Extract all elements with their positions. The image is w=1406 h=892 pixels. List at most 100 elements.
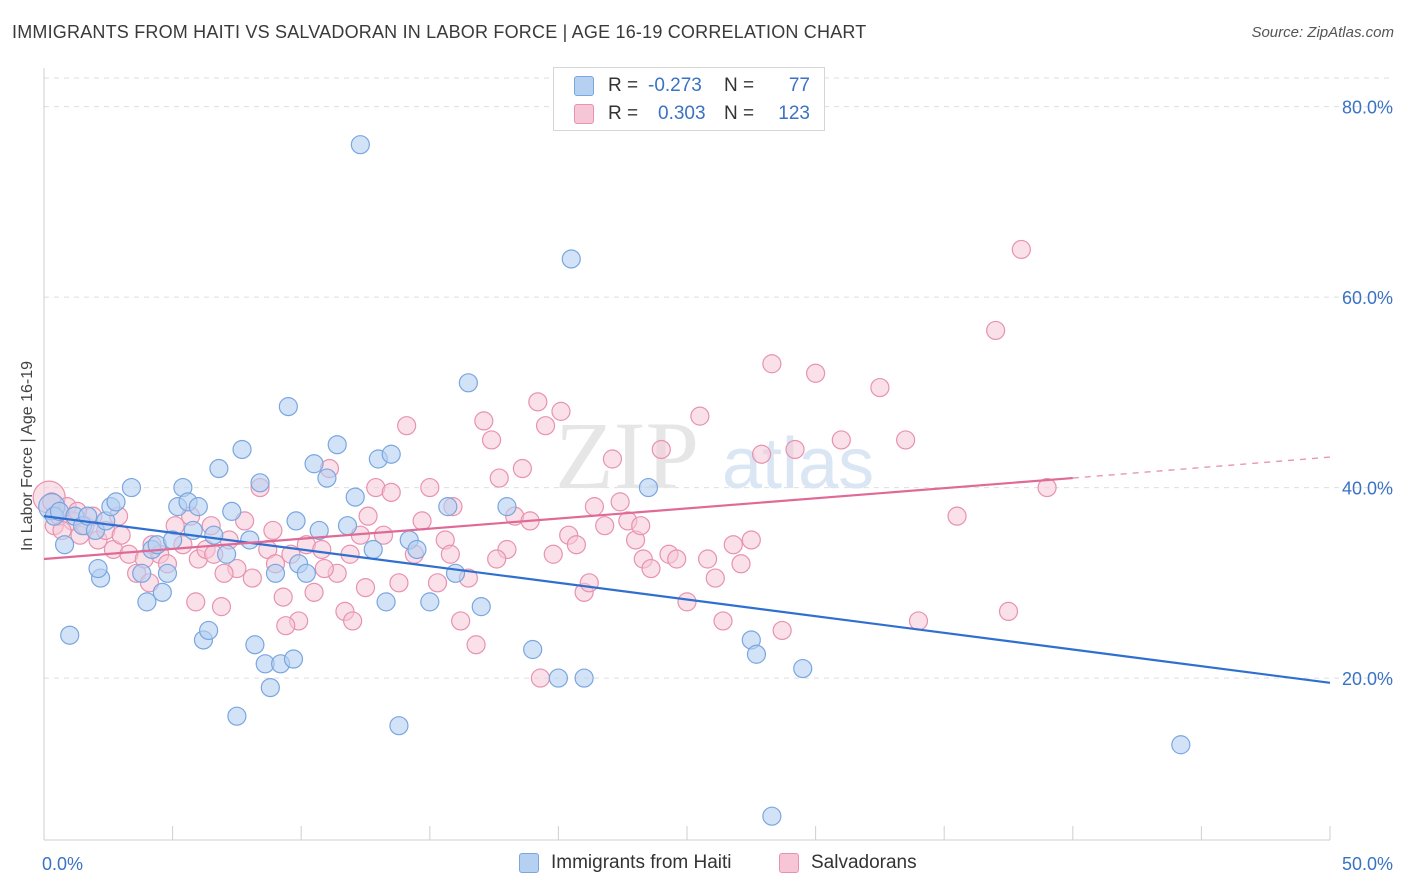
point-salvadorans bbox=[986, 320, 1006, 341]
legend-item-haiti[interactable]: Immigrants from Haiti bbox=[519, 852, 732, 874]
y-tick-label: 80.0% bbox=[1342, 98, 1393, 118]
legend-label-haiti: Immigrants from Haiti bbox=[551, 852, 732, 873]
legend-series: Immigrants from Haiti Salvadorans bbox=[0, 852, 1406, 878]
legend-stats: R = -0.273 N = 77 R = 0.303 N = 123 bbox=[553, 67, 825, 131]
point-salvadorans bbox=[451, 611, 471, 631]
point-haiti bbox=[278, 397, 298, 417]
point-salvadorans bbox=[651, 439, 671, 460]
y-axis-label: In Labor Force | Age 16-19 bbox=[19, 360, 36, 552]
point-haiti bbox=[304, 454, 324, 474]
point-salvadorans bbox=[420, 477, 440, 498]
point-haiti bbox=[60, 625, 80, 645]
point-haiti bbox=[327, 435, 347, 455]
point-salvadorans bbox=[235, 511, 255, 531]
point-haiti bbox=[245, 635, 265, 655]
point-salvadorans bbox=[530, 668, 550, 688]
point-haiti bbox=[137, 592, 157, 612]
point-salvadorans bbox=[667, 549, 687, 569]
point-salvadorans bbox=[831, 430, 851, 450]
point-haiti bbox=[407, 539, 427, 560]
point-haiti bbox=[88, 558, 108, 579]
point-haiti bbox=[317, 468, 337, 488]
point-haiti bbox=[54, 535, 75, 555]
point-haiti bbox=[793, 658, 813, 679]
point-salvadorans bbox=[512, 458, 532, 479]
point-haiti bbox=[438, 497, 458, 517]
watermark: ZIP atlas bbox=[555, 402, 874, 509]
salvadorans-swatch bbox=[779, 853, 799, 873]
point-salvadorans bbox=[304, 582, 324, 602]
point-salvadorans bbox=[741, 530, 761, 550]
haiti-swatch bbox=[574, 76, 594, 96]
point-salvadorans bbox=[723, 535, 743, 555]
point-salvadorans bbox=[947, 506, 967, 526]
point-haiti bbox=[240, 530, 260, 550]
point-haiti bbox=[638, 477, 659, 498]
trend-line-haiti bbox=[43, 515, 1331, 684]
point-haiti bbox=[217, 544, 237, 564]
point-haiti bbox=[227, 706, 247, 726]
n-label: N = bbox=[724, 75, 755, 96]
point-salvadorans bbox=[805, 363, 826, 383]
point-haiti bbox=[222, 501, 242, 521]
n-value: 123 bbox=[778, 103, 810, 124]
point-haiti bbox=[121, 477, 142, 498]
point-haiti bbox=[548, 668, 569, 688]
point-haiti bbox=[376, 592, 396, 612]
point-salvadorans bbox=[896, 430, 916, 450]
point-salvadorans bbox=[343, 611, 363, 631]
point-haiti bbox=[199, 620, 219, 641]
point-salvadorans bbox=[543, 544, 563, 564]
haiti-swatch bbox=[519, 853, 539, 873]
legend-label-salvadorans: Salvadorans bbox=[811, 852, 917, 873]
point-haiti bbox=[157, 563, 178, 583]
point-salvadorans bbox=[481, 430, 502, 450]
n-label: N = bbox=[724, 103, 755, 124]
salvadorans-swatch bbox=[574, 104, 594, 124]
axes bbox=[43, 68, 1331, 841]
y-tick-label: 40.0% bbox=[1342, 479, 1393, 499]
legend-row-haiti: R = -0.273 N = 77 bbox=[574, 73, 810, 99]
point-salvadorans bbox=[381, 482, 401, 502]
point-salvadorans bbox=[731, 554, 751, 574]
point-salvadorans bbox=[870, 377, 890, 398]
point-salvadorans bbox=[551, 401, 571, 421]
watermark-atlas: atlas bbox=[722, 424, 874, 504]
source-label: Source: ZipAtlas.com bbox=[1251, 24, 1394, 41]
point-haiti bbox=[1171, 735, 1191, 755]
point-salvadorans bbox=[690, 406, 710, 426]
point-salvadorans bbox=[677, 592, 697, 612]
point-salvadorans bbox=[528, 392, 548, 412]
point-haiti bbox=[561, 249, 581, 269]
point-haiti bbox=[420, 592, 440, 612]
point-haiti bbox=[497, 497, 517, 517]
point-salvadorans bbox=[355, 577, 376, 598]
point-salvadorans bbox=[412, 511, 432, 531]
point-salvadorans bbox=[211, 597, 232, 617]
point-salvadorans bbox=[535, 416, 556, 436]
legend-item-salvadorans[interactable]: Salvadorans bbox=[779, 852, 917, 874]
point-haiti bbox=[389, 716, 409, 736]
point-salvadorans bbox=[631, 516, 651, 536]
point-haiti bbox=[286, 511, 306, 531]
point-salvadorans bbox=[908, 611, 929, 631]
point-salvadorans bbox=[263, 520, 283, 541]
grid-lines bbox=[44, 77, 1392, 679]
point-haiti bbox=[250, 473, 270, 493]
point-salvadorans bbox=[397, 416, 417, 436]
point-salvadorans bbox=[487, 549, 507, 569]
point-haiti bbox=[232, 439, 252, 460]
point-haiti bbox=[574, 668, 594, 688]
trend-line-salvadorans bbox=[43, 476, 1073, 561]
point-salvadorans bbox=[998, 601, 1019, 622]
point-haiti bbox=[132, 563, 152, 583]
point-salvadorans bbox=[474, 411, 494, 431]
point-haiti bbox=[209, 458, 229, 479]
point-haiti bbox=[337, 516, 358, 536]
point-salvadorans bbox=[772, 620, 792, 641]
point-haiti bbox=[265, 563, 286, 583]
point-haiti bbox=[458, 373, 478, 393]
point-salvadorans bbox=[273, 587, 293, 607]
point-salvadorans bbox=[1011, 239, 1031, 260]
